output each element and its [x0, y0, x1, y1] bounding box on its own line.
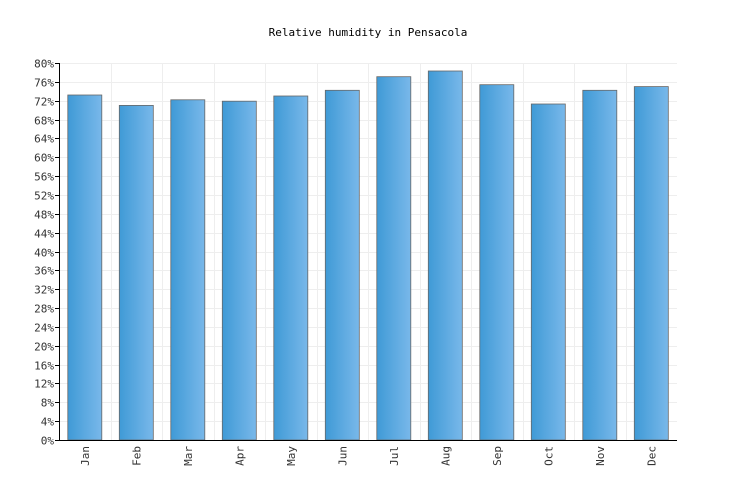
- chart-title: Relative humidity in Pensacola: [269, 26, 468, 39]
- y-tick-label: 16%: [34, 360, 54, 373]
- y-tick-label: 40%: [34, 247, 54, 260]
- y-tick-label: 68%: [34, 115, 54, 128]
- x-tick-label: Nov: [594, 446, 607, 466]
- x-tick-label: Feb: [130, 446, 143, 466]
- axis-layer: [59, 63, 677, 441]
- y-tick-label: 80%: [34, 58, 54, 71]
- y-tick-label: 76%: [34, 77, 54, 90]
- bar-sep: [479, 84, 515, 441]
- bar-jul: [376, 76, 412, 441]
- y-tick-label: 20%: [34, 341, 54, 354]
- x-tick-label: Jun: [336, 446, 349, 466]
- x-tick-label: Sep: [491, 446, 504, 466]
- x-tick-label: Aug: [439, 446, 452, 466]
- bar-mar: [170, 99, 206, 441]
- y-tick-labels: 0% 4% 8% 12% 16% 20% 24% 28% 32% 36% 40% 44% 48% 52% 5…: [34, 58, 54, 448]
- y-tick-label: 28%: [34, 303, 54, 316]
- x-tick-label: Mar: [182, 446, 195, 466]
- bar-jun: [324, 89, 360, 441]
- y-tick-label: 32%: [34, 284, 54, 297]
- y-tick-label: 8%: [41, 397, 55, 410]
- y-tick-label: 24%: [34, 322, 54, 335]
- y-tick-label: 52%: [34, 190, 54, 203]
- bar-jan: [67, 94, 103, 441]
- x-tick-label: Dec: [645, 446, 658, 466]
- x-tick-label: Jan: [79, 446, 92, 466]
- y-tick-label: 56%: [34, 171, 54, 184]
- bar-aug: [427, 70, 463, 441]
- grid-layer: [55, 63, 677, 441]
- bar-dec: [633, 86, 669, 441]
- y-tick-label: 12%: [34, 378, 54, 391]
- x-tick-label: Apr: [233, 446, 246, 466]
- y-tick-label: 64%: [34, 133, 54, 146]
- bar-apr: [221, 100, 257, 441]
- y-tick-label: 72%: [34, 96, 54, 109]
- y-tick-label: 0%: [41, 435, 55, 448]
- y-tick-label: 4%: [41, 416, 55, 429]
- x-tick-label: May: [285, 446, 298, 466]
- bar-nov: [582, 89, 618, 441]
- bar-layer: [67, 70, 669, 441]
- x-tick-labels: Jan Feb Mar Apr May Jun Jul Aug Sep Oct Nov Dec: [79, 446, 659, 466]
- x-tick-label: Jul: [388, 446, 401, 466]
- y-tick-label: 36%: [34, 265, 54, 278]
- bar-may: [273, 95, 309, 441]
- y-tick-label: 60%: [34, 152, 54, 165]
- bar-feb: [118, 105, 154, 441]
- bar-oct: [530, 103, 566, 441]
- y-tick-label: 44%: [34, 228, 54, 241]
- y-tick-label: 48%: [34, 209, 54, 222]
- x-tick-label: Oct: [542, 446, 555, 466]
